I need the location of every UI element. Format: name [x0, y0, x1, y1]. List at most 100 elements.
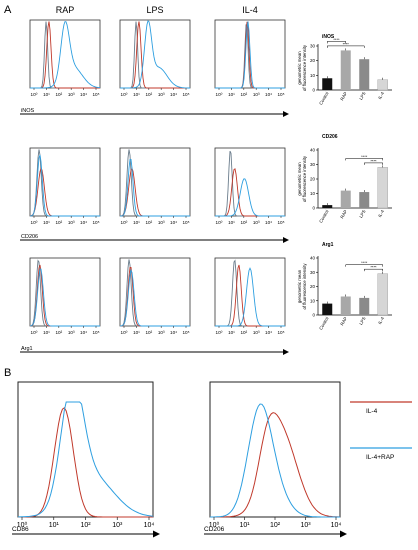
y-tick-label: 40 — [310, 148, 316, 153]
bar-control — [322, 78, 333, 90]
x-tick-label: 10¹ — [228, 92, 235, 97]
x-tick-label: 10¹ — [43, 220, 50, 225]
arrow-head — [283, 237, 289, 243]
y-axis-label: genometric meanof fluorescence intensity — [297, 263, 307, 310]
panel-a-histograms: 10⁰ 10¹ 10² 10³ 10⁴ 10⁵ 10⁰ 10¹ 10² 10³ 10⁴ 10⁵ 10⁰ 1… — [20, 19, 289, 355]
x-tick-label: 10¹ — [239, 522, 250, 529]
histogram-curve — [215, 150, 285, 217]
x-tick-label: 10⁵ — [92, 92, 99, 97]
x-tick-label: 10⁵ — [92, 220, 99, 225]
chart-title: iNOS — [322, 34, 335, 40]
column-title-lps: LPS — [146, 5, 163, 15]
x-tick-label: 10³ — [300, 522, 311, 529]
x-tick-label: 10⁵ — [277, 330, 284, 335]
category-label: LPS — [358, 209, 367, 219]
bar-il-4 — [377, 167, 388, 209]
histogram-curve — [215, 264, 285, 327]
histogram-row2-col3: 10⁰ 10¹ 10² 10³ 10⁴ 10⁵ — [214, 147, 286, 225]
y-tick-label: 0 — [312, 88, 315, 93]
category-label: Control — [318, 209, 329, 224]
histogram-row2-col2: 10⁰ 10¹ 10² 10³ 10⁴ 10⁵ — [119, 147, 191, 225]
x-tick-label: 10⁰ — [216, 220, 223, 225]
x-tick-label: 10¹ — [228, 330, 235, 335]
histogram-curve — [30, 21, 101, 89]
y-tick-label: 20 — [310, 177, 316, 182]
x-tick-label: 10⁴ — [265, 330, 272, 335]
histogram-row1-col2: 10⁰ 10¹ 10² 10³ 10⁴ 10⁵ — [119, 19, 191, 97]
bar-rap — [340, 50, 351, 90]
x-tick-label: 10⁴ — [80, 330, 87, 335]
category-label: RAP — [339, 316, 348, 326]
x-tick-label: 10² — [145, 330, 152, 335]
category-label: LPS — [358, 91, 367, 101]
x-tick-label: 10⁰ — [121, 330, 128, 335]
bar-lps — [359, 192, 370, 208]
y-tick-label: 30 — [310, 270, 316, 275]
marker-label: CD86 — [12, 526, 29, 533]
x-tick-label: 10⁴ — [265, 92, 272, 97]
significance-bracket — [345, 158, 383, 161]
plot-frame — [209, 381, 341, 518]
x-tick-label: 10² — [55, 220, 62, 225]
histogram-row3-col1: 10⁰ 10¹ 10² 10³ 10⁴ 10⁵ — [29, 257, 101, 335]
x-tick-label: 10³ — [158, 92, 165, 97]
x-tick-label: 10³ — [68, 220, 75, 225]
histogram-curve — [215, 21, 285, 89]
histogram-cd206: 10⁰ 10¹ 10² 10³ 10⁴ CD206 — [204, 381, 347, 538]
bar-il-4 — [377, 273, 388, 316]
x-tick-label: 10³ — [158, 220, 165, 225]
marker-label-arg1: Arg1 — [21, 346, 33, 352]
x-tick-label: 10⁴ — [170, 220, 177, 225]
x-tick-label: 10⁰ — [31, 220, 38, 225]
histogram-curve — [29, 167, 100, 217]
y-tick-label: 0 — [312, 313, 315, 318]
plot-frame — [29, 19, 101, 89]
bar-lps — [359, 59, 370, 90]
x-tick-label: 10¹ — [133, 330, 140, 335]
x-tick-label: 10¹ — [133, 220, 140, 225]
x-tick-label: 10⁵ — [182, 220, 189, 225]
x-tick-label: 10³ — [158, 330, 165, 335]
x-tick-label: 10⁵ — [182, 330, 189, 335]
x-tick-label: 10⁴ — [331, 522, 342, 529]
significance-bracket — [327, 45, 365, 48]
x-tick-label: 10³ — [112, 522, 123, 529]
significance-label: **** — [361, 260, 368, 265]
histogram-curve — [29, 154, 100, 217]
histogram-curve — [215, 178, 285, 217]
x-tick-label: 10⁰ — [17, 521, 28, 529]
panel-b-legend: IL-4 IL-4+RAP — [350, 401, 412, 461]
histogram-curve — [120, 21, 190, 89]
y-tick-label: 20 — [310, 58, 316, 63]
x-tick-label: 10⁵ — [182, 92, 189, 97]
x-tick-label: 10² — [240, 330, 247, 335]
histogram-curve — [215, 267, 285, 327]
x-tick-label: 10² — [270, 522, 281, 529]
curve-il4-rap — [210, 403, 340, 518]
x-tick-label: 10² — [55, 330, 62, 335]
y-tick-label: 30 — [310, 44, 316, 49]
histogram-curve — [29, 264, 100, 327]
x-tick-label: 10¹ — [43, 330, 50, 335]
histogram-row1-col3: 10⁰ 10¹ 10² 10³ 10⁴ 10⁵ — [214, 19, 286, 97]
plot-frame — [119, 19, 191, 89]
column-title-rap: RAP — [56, 5, 75, 15]
histogram-curve — [119, 269, 190, 327]
category-label: RAP — [339, 91, 348, 101]
curve-il4 — [18, 407, 153, 518]
histogram-curve — [29, 268, 100, 327]
significance-label: **** — [361, 154, 368, 159]
histogram-row3-col3: 10⁰ 10¹ 10² 10³ 10⁴ 10⁵ — [214, 257, 286, 335]
x-tick-label: 10⁴ — [144, 522, 155, 529]
curve-il4 — [210, 412, 340, 518]
marker-label-inos: iNOS — [21, 108, 34, 114]
x-tick-label: 10² — [145, 92, 152, 97]
x-tick-label: 10⁴ — [80, 92, 87, 97]
x-tick-label: 10³ — [68, 330, 75, 335]
x-tick-label: 10⁵ — [92, 330, 99, 335]
